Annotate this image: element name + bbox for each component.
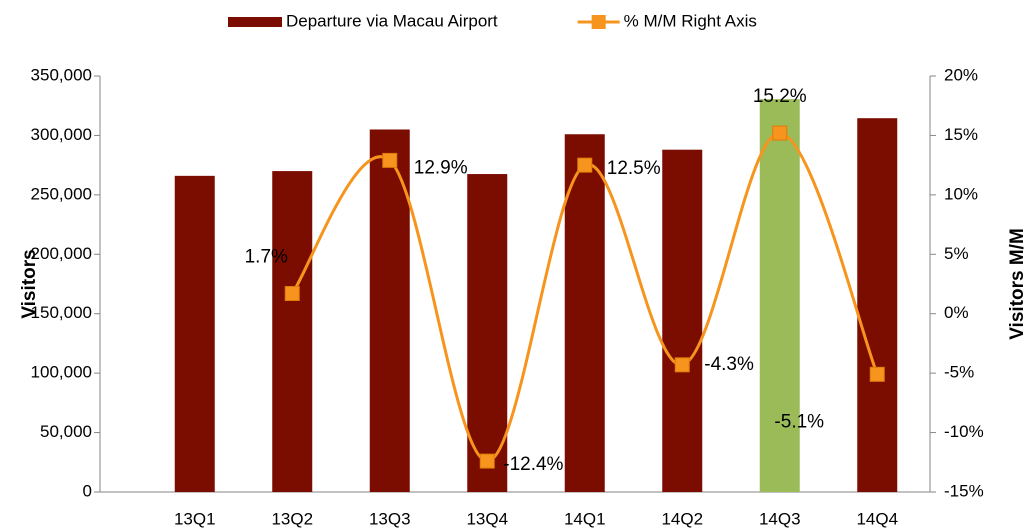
x-tick-label: 13Q4 [466,509,508,528]
bar [662,149,703,493]
line-marker [577,157,593,173]
y-tick-label: 350,000 [31,65,92,84]
y-tick-label: 100,000 [31,363,92,382]
x-tick-label: 13Q1 [174,509,216,528]
line-marker [284,286,300,302]
line-marker [479,453,495,469]
bar [174,175,215,492]
y2-tick-label: 10% [944,184,978,203]
x-tick-label: 14Q1 [564,509,606,528]
line-marker [674,357,690,373]
y2-tick-label: 5% [944,244,969,263]
bar [857,118,898,493]
y2-axis-label: Visitors M/M [1007,228,1028,340]
data-label: 12.5% [607,158,661,179]
line-marker [382,152,398,168]
bar [759,99,800,493]
y-tick-label: 0 [83,481,92,500]
y-axis-label: Visitors [19,249,40,318]
legend-swatch [591,15,606,29]
y2-tick-label: -10% [944,422,984,441]
y2-tick-label: 0% [944,303,969,322]
y2-tick-label: -5% [944,363,974,382]
x-tick-label: 14Q4 [856,509,898,528]
line-marker [869,366,885,382]
y2-tick-label: 15% [944,125,978,144]
y-tick-label: 200,000 [31,244,92,263]
x-tick-label: 14Q2 [661,509,703,528]
data-label: -12.4% [503,454,563,475]
legend-label: % M/M Right Axis [624,11,757,30]
legend-label: Departure via Macau Airport [286,11,498,30]
data-label: 12.9% [414,157,468,178]
y-tick-label: 300,000 [31,125,92,144]
x-tick-label: 13Q2 [271,509,313,528]
data-label: 1.7% [245,247,288,268]
x-tick-label: 14Q3 [759,509,801,528]
y-tick-label: 50,000 [40,422,92,441]
data-label: -4.3% [704,354,754,375]
line-marker [772,125,788,141]
y-tick-label: 250,000 [31,184,92,203]
y-tick-label: 150,000 [31,303,92,322]
y2-tick-label: 20% [944,65,978,84]
legend-swatch [228,17,282,27]
bar [369,129,410,492]
y2-tick-label: -15% [944,481,984,500]
bar [272,171,313,493]
bar [467,174,508,493]
x-tick-label: 13Q3 [369,509,411,528]
data-label: -5.1% [774,411,824,432]
bar [564,134,605,493]
data-label: 15.2% [753,86,807,107]
